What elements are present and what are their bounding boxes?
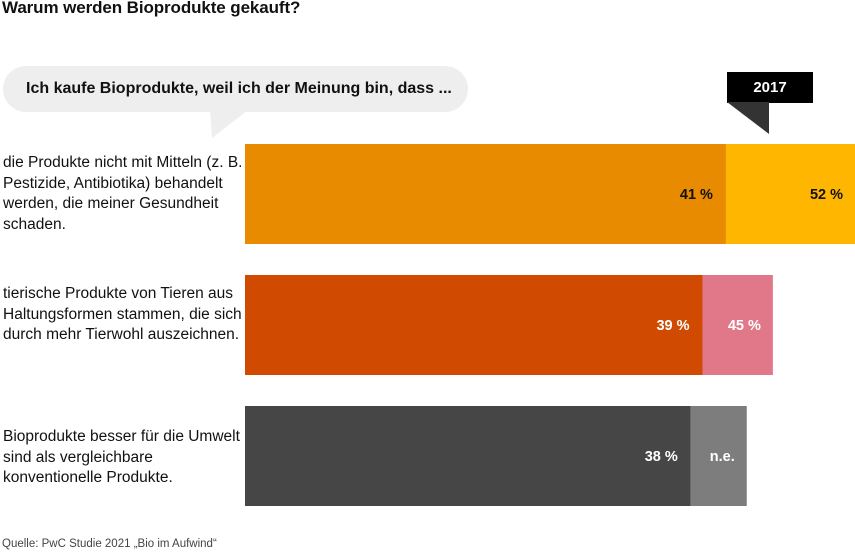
data-label-current-2: 38 % xyxy=(645,449,678,465)
row-label-health: die Produkte nicht mit Mitteln (z. B. Pe… xyxy=(3,154,243,233)
chart-title: Warum werden Bioprodukte gekauft? xyxy=(2,0,301,17)
source-note: Quelle: PwC Studie 2021 „Bio im Aufwind“ xyxy=(2,538,217,550)
speech-bubble-text: Ich kaufe Bioprodukte, weil ich der Mein… xyxy=(26,80,452,97)
year-badge: 2017 xyxy=(727,72,813,103)
bar-current-2 xyxy=(245,406,691,506)
year-badge-pointer xyxy=(727,102,769,134)
data-label-2017-0: 52 % xyxy=(810,187,843,203)
data-label-2017-2: n.e. xyxy=(710,449,735,465)
row-label-environment: Bioprodukte besser für die Umwelt sind a… xyxy=(3,428,240,486)
bar-2017-1 xyxy=(702,275,773,375)
data-label-2017-1: 45 % xyxy=(728,318,761,334)
speech-bubble: Ich kaufe Bioprodukte, weil ich der Mein… xyxy=(3,66,468,112)
speech-bubble-tail xyxy=(210,110,248,138)
data-label-current-1: 39 % xyxy=(656,318,689,334)
bar-2017-2 xyxy=(690,406,747,506)
bar-current-0 xyxy=(245,144,726,244)
bar-2017-0 xyxy=(725,144,855,244)
bar-current-1 xyxy=(245,275,703,375)
row-label-animal-welfare: tierische Produkte von Tieren aus Haltun… xyxy=(3,285,242,343)
data-label-current-0: 41 % xyxy=(680,187,713,203)
